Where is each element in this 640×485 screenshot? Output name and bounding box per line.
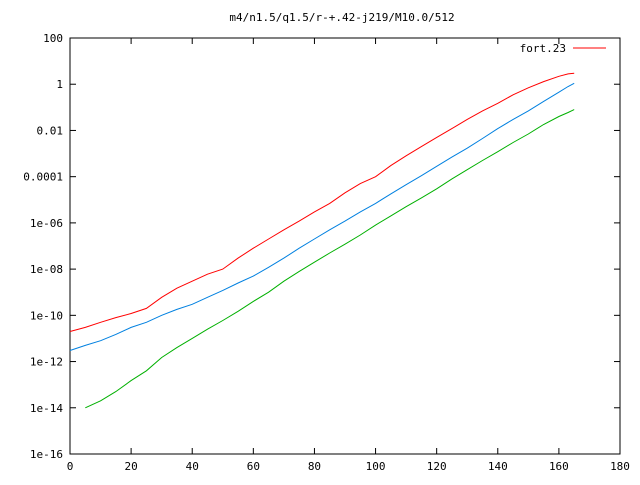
x-tick-label: 120	[427, 460, 447, 473]
x-tick-label: 100	[366, 460, 386, 473]
y-tick-label: 1e-14	[30, 402, 63, 415]
chart-title: m4/n1.5/q1.5/r-+.42-j219/M10.0/512	[229, 11, 454, 24]
series-line-2	[69, 82, 575, 351]
y-tick-label: 0.01	[37, 124, 64, 137]
y-tick-label: 100	[43, 32, 63, 45]
y-tick-label: 1e-16	[30, 448, 63, 461]
y-tick-label: 1e-06	[30, 217, 63, 230]
x-tick-label: 20	[124, 460, 137, 473]
y-tick-label: 1e-08	[30, 263, 63, 276]
x-axis: 0 20 40 60 80 100 120 140 160 180	[67, 38, 630, 473]
x-tick-label: 60	[247, 460, 260, 473]
legend-label: fort.23	[520, 42, 566, 55]
x-tick-label: 160	[549, 460, 569, 473]
legend: fort.23	[520, 42, 606, 55]
x-tick-label: 180	[610, 460, 630, 473]
y-tick-label: 1	[56, 78, 63, 91]
y-tick-label: 0.0001	[23, 171, 63, 184]
plot-frame	[69, 37, 621, 455]
x-tick-label: 140	[488, 460, 508, 473]
y-tick-label: 1e-10	[30, 309, 63, 322]
y-tick-label: 1e-12	[30, 356, 63, 369]
x-tick-label: 0	[67, 460, 74, 473]
series-line-1	[69, 72, 575, 332]
y-axis: 1e-16 1e-14 1e-12 1e-10 1e-08 1e-06 0.0001 0.01…	[23, 32, 620, 461]
x-tick-label: 80	[308, 460, 321, 473]
series-layer	[69, 72, 575, 409]
series-line-3	[85, 109, 575, 409]
x-tick-label: 40	[186, 460, 199, 473]
